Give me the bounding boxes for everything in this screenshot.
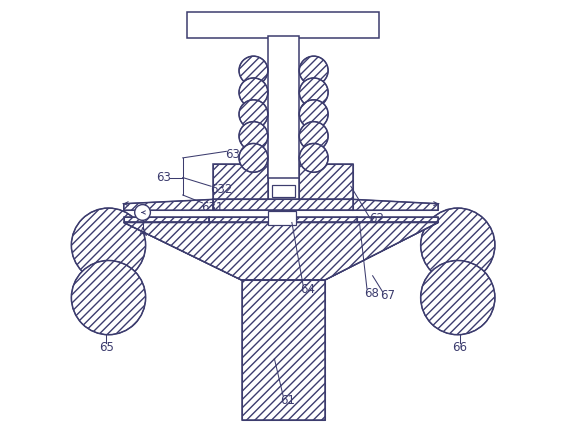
Polygon shape: [300, 164, 353, 199]
Text: A: A: [139, 226, 147, 240]
Polygon shape: [213, 164, 268, 199]
Polygon shape: [213, 199, 353, 210]
Bar: [242, 280, 325, 420]
Polygon shape: [353, 199, 438, 210]
Bar: [187, 12, 379, 38]
Text: 633: 633: [225, 148, 248, 161]
Circle shape: [239, 78, 268, 107]
Text: 62: 62: [370, 212, 385, 226]
Text: 63: 63: [156, 171, 171, 184]
Bar: [272, 185, 295, 197]
Text: 67: 67: [381, 289, 396, 302]
Circle shape: [239, 100, 268, 129]
Polygon shape: [124, 199, 213, 210]
Text: 632: 632: [210, 183, 232, 196]
Text: 66: 66: [453, 341, 467, 354]
Polygon shape: [124, 223, 438, 280]
Bar: [268, 211, 296, 225]
Text: 61: 61: [280, 394, 295, 407]
Text: 64: 64: [300, 283, 315, 296]
Circle shape: [239, 144, 268, 172]
Polygon shape: [209, 217, 357, 223]
Polygon shape: [124, 217, 209, 223]
Polygon shape: [325, 223, 438, 280]
Circle shape: [421, 261, 495, 335]
Text: 68: 68: [364, 287, 379, 300]
Bar: [242, 280, 325, 420]
Circle shape: [135, 205, 151, 220]
Polygon shape: [357, 217, 438, 223]
Circle shape: [300, 100, 328, 129]
Polygon shape: [124, 223, 242, 280]
Circle shape: [71, 261, 145, 335]
Circle shape: [239, 56, 268, 85]
Circle shape: [300, 56, 328, 85]
Circle shape: [239, 122, 268, 150]
Circle shape: [300, 122, 328, 150]
Circle shape: [300, 144, 328, 172]
Circle shape: [71, 208, 145, 283]
Circle shape: [421, 208, 495, 283]
Bar: [268, 35, 300, 177]
Text: 631: 631: [201, 201, 223, 214]
Text: 65: 65: [99, 341, 114, 354]
Circle shape: [300, 78, 328, 107]
